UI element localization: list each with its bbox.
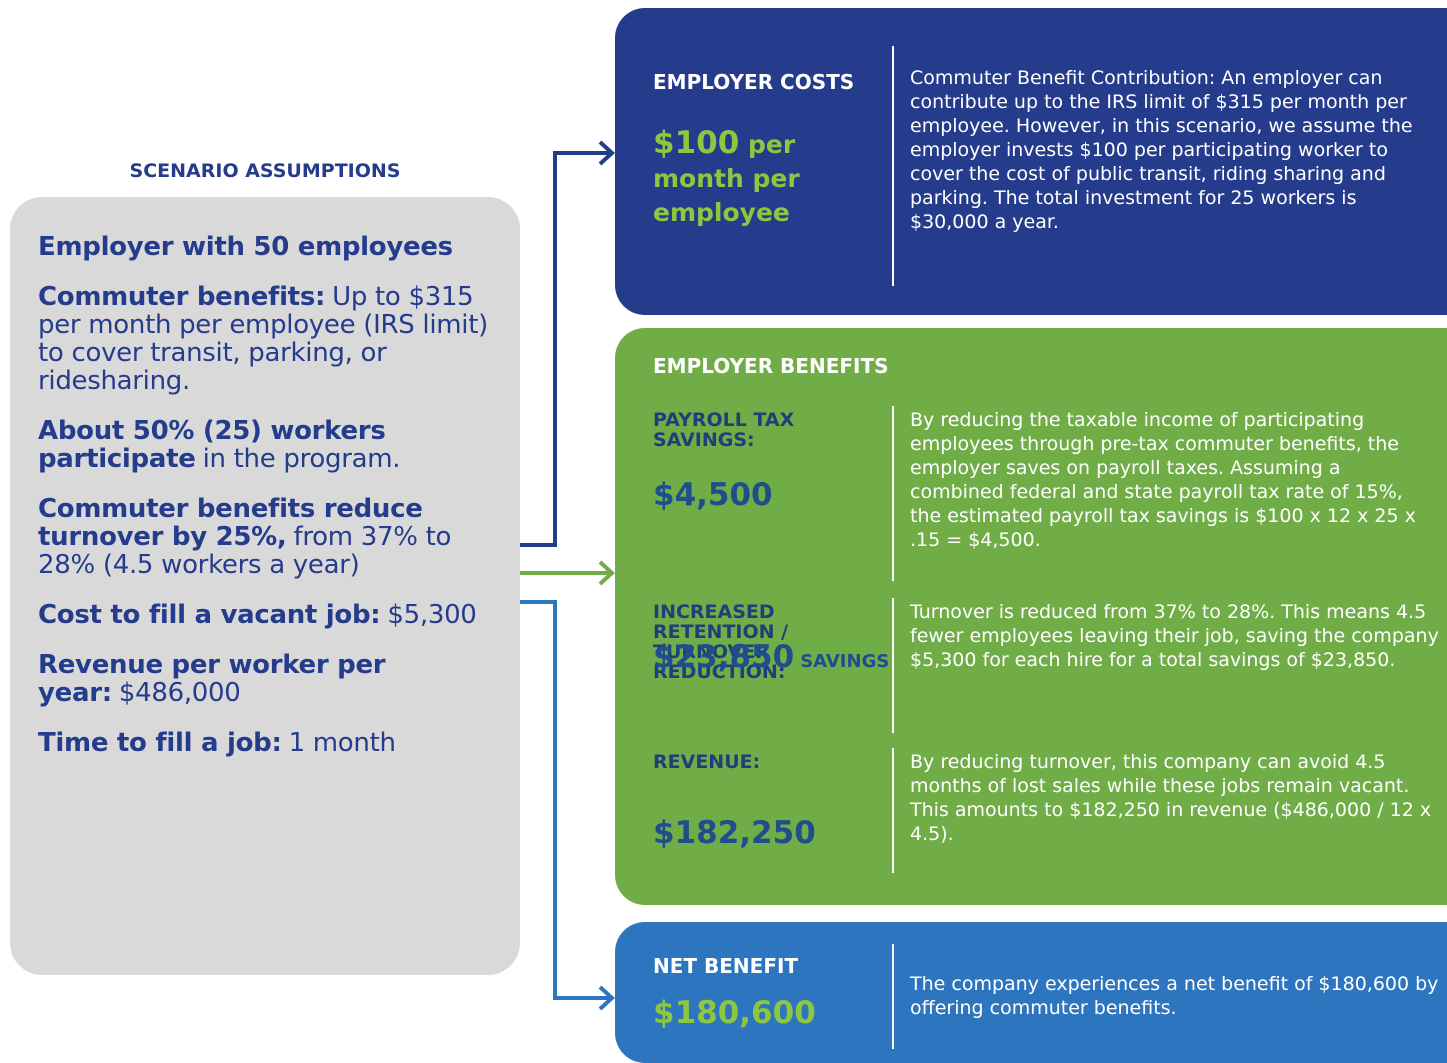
assumption-item: Commuter benefits: Up to $315 per month p…: [38, 283, 492, 395]
assumption-text: from 37% to 28% (4.5 workers a year): [38, 522, 452, 580]
benefit-amount-block: $4,500: [653, 478, 773, 512]
assumption-item: Commuter benefits reduce turnover by 25%…: [38, 495, 492, 579]
costs-amount-block: $100 per month per employee: [653, 126, 853, 230]
assumption-bold: Time to fill a job:: [38, 728, 282, 758]
assumption-bold: Revenue per worker per year:: [38, 650, 386, 708]
arrow-head: [598, 140, 615, 166]
arrow-net: [520, 600, 610, 1000]
divider: [892, 406, 894, 581]
assumption-bold: Commuter benefits:: [38, 282, 326, 312]
benefits-title: EMPLOYER BENEFITS: [653, 354, 889, 378]
benefit-amount: $182,250: [653, 815, 816, 851]
assumption-text: Up to $315 per month per employee (IRS l…: [38, 282, 488, 396]
assumption-text: $486,000: [118, 678, 241, 708]
assumption-text: $5,300: [387, 600, 477, 630]
assumption-bold: About 50% (25) workers participate: [38, 416, 386, 474]
benefit-amount: $4,500: [653, 477, 773, 513]
benefit-amount: $23,850: [653, 639, 795, 675]
arrow-costs: [520, 151, 610, 547]
assumption-bold: Commuter benefits reduce turnover by 25%…: [38, 494, 423, 552]
assumption-item: Employer with 50 employees: [38, 233, 492, 261]
benefit-label: PAYROLL TAX SAVINGS:: [653, 409, 795, 451]
assumption-item: Time to fill a job: 1 month: [38, 729, 492, 757]
costs-amount: $100: [653, 125, 740, 161]
assumptions-box: Employer with 50 employees Commuter benef…: [10, 197, 520, 975]
benefits-box: EMPLOYER BENEFITS PAYROLL TAX SAVINGS: $4…: [615, 328, 1447, 905]
arrow-head: [598, 560, 615, 586]
divider: [892, 598, 894, 733]
costs-description: Commuter Benefit Contribution: An employ…: [910, 67, 1413, 233]
benefit-amount-block: $23,850 SAVINGS: [653, 640, 889, 679]
assumption-item: About 50% (25) workers participate in the…: [38, 417, 492, 473]
benefit-label: INCREASED RETENTION / TURNOVER REDUCTION…: [653, 601, 789, 683]
costs-box: EMPLOYER COSTS $100 per month per employ…: [615, 8, 1447, 315]
benefit-amount-suffix: SAVINGS: [800, 651, 890, 672]
benefit-description: Turnover is reduced from 37% to 28%. Thi…: [910, 601, 1439, 671]
arrows: [520, 140, 615, 1011]
net-box: NET BENEFIT $180,600 The company experie…: [615, 922, 1447, 1063]
assumption-text: in the program.: [202, 444, 401, 474]
divider: [892, 944, 894, 1049]
net-amount: $180,600: [653, 995, 816, 1031]
costs-title: EMPLOYER COSTS: [653, 70, 855, 94]
assumption-text: 1 month: [288, 728, 396, 758]
arrow-head: [598, 985, 615, 1011]
net-title: NET BENEFIT: [653, 954, 799, 978]
divider: [892, 46, 894, 286]
assumption-item: Revenue per worker per year: $486,000: [38, 651, 492, 707]
benefit-label: REVENUE:: [653, 751, 761, 773]
net-description: The company experiences a net benefit of…: [910, 973, 1439, 1019]
costs-amount-suffix: per month per employee: [653, 130, 800, 227]
benefit-description: By reducing the taxable income of partic…: [910, 409, 1416, 551]
divider: [892, 748, 894, 873]
benefit-amount-block: $182,250: [653, 816, 816, 850]
assumptions-heading: SCENARIO ASSUMPTIONS: [129, 160, 401, 182]
benefit-description: By reducing turnover, this company can a…: [910, 751, 1432, 845]
assumption-bold: Cost to fill a vacant job:: [38, 600, 381, 630]
assumption-bold: Employer with 50 employees: [38, 232, 453, 262]
assumption-item: Cost to fill a vacant job: $5,300: [38, 601, 492, 629]
